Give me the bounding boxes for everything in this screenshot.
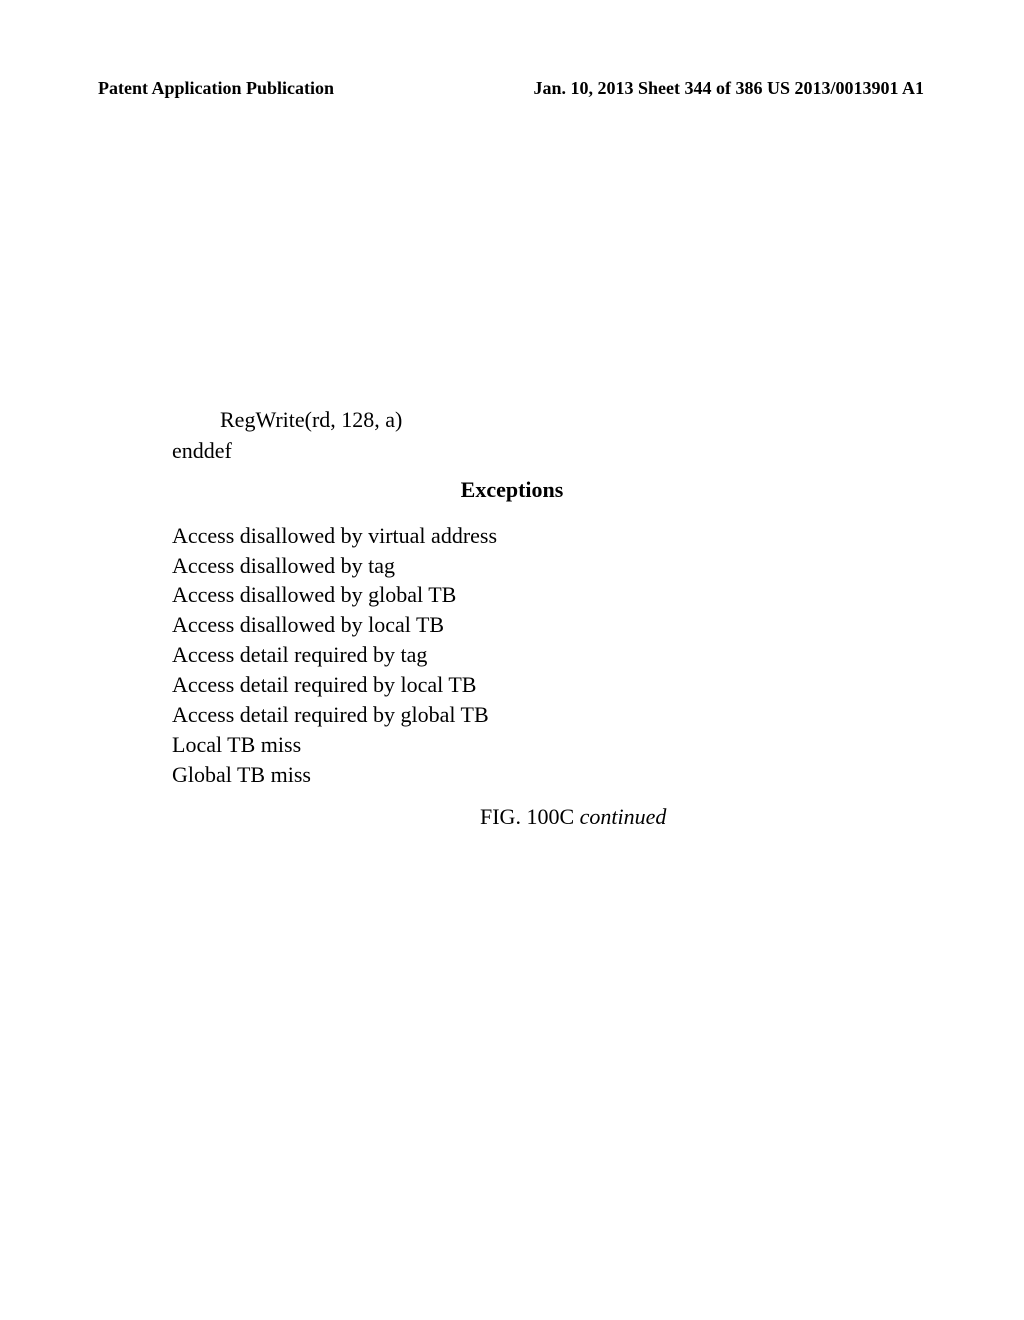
- exception-item: Access detail required by global TB: [172, 700, 852, 730]
- figure-continued: continued: [580, 804, 667, 829]
- exception-item: Access disallowed by local TB: [172, 610, 852, 640]
- main-content: RegWrite(rd, 128, a) enddef Exceptions A…: [172, 405, 852, 790]
- page-header: Patent Application Publication Jan. 10, …: [0, 78, 1024, 99]
- header-left-text: Patent Application Publication: [98, 78, 334, 99]
- figure-number: FIG. 100C: [480, 804, 580, 829]
- exception-item: Access disallowed by virtual address: [172, 521, 852, 551]
- exception-list: Access disallowed by virtual address Acc…: [172, 521, 852, 790]
- exception-item: Access disallowed by global TB: [172, 580, 852, 610]
- code-line-1: RegWrite(rd, 128, a): [172, 405, 852, 436]
- exception-item: Access disallowed by tag: [172, 551, 852, 581]
- exception-item: Access detail required by tag: [172, 640, 852, 670]
- header-right-text: Jan. 10, 2013 Sheet 344 of 386 US 2013/0…: [533, 78, 924, 99]
- exceptions-title: Exceptions: [172, 477, 852, 503]
- exception-item: Access detail required by local TB: [172, 670, 852, 700]
- figure-label: FIG. 100C continued: [480, 804, 666, 830]
- code-line-2: enddef: [172, 436, 852, 467]
- exception-item: Local TB miss: [172, 730, 852, 760]
- exception-item: Global TB miss: [172, 760, 852, 790]
